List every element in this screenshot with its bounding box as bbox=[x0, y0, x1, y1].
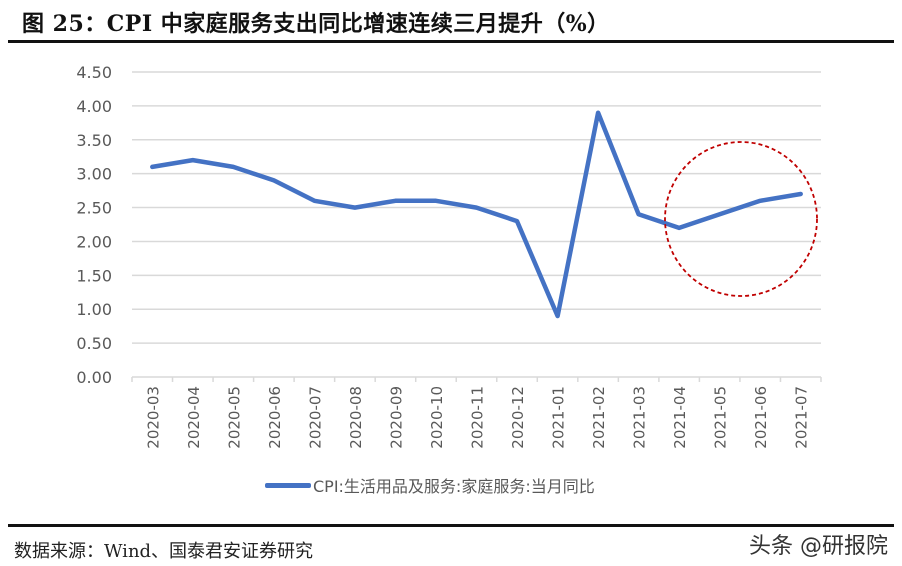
chart-title: 图 25：CPI 中家庭服务支出同比增速连续三月提升（%） bbox=[22, 11, 610, 37]
x-tick-label: 2021-07 bbox=[793, 386, 811, 449]
x-tick-label: 2020-11 bbox=[469, 386, 487, 449]
x-tick-label: 2021-04 bbox=[671, 386, 689, 449]
x-tick-label: 2021-02 bbox=[590, 386, 608, 449]
y-tick-label: 0.00 bbox=[76, 368, 112, 387]
data-source: 数据来源：Wind、国泰君安证券研究 bbox=[14, 541, 314, 562]
x-tick-label: 2020-07 bbox=[306, 386, 324, 449]
x-tick-label: 2020-05 bbox=[225, 386, 243, 449]
x-tick-label: 2020-03 bbox=[144, 386, 162, 449]
x-tick-label: 2021-03 bbox=[631, 386, 649, 449]
x-tick-label: 2021-01 bbox=[550, 386, 568, 449]
legend: CPI:生活用品及服务:家庭服务:当月同比 bbox=[265, 473, 595, 497]
y-tick-label: 2.50 bbox=[76, 199, 112, 218]
x-tick-label: 2021-06 bbox=[752, 386, 770, 449]
x-tick-label: 2020-09 bbox=[387, 386, 405, 449]
y-tick-label: 4.50 bbox=[76, 63, 112, 82]
y-tick-label: 3.00 bbox=[76, 165, 112, 184]
y-tick-label: 1.00 bbox=[76, 300, 112, 319]
footer-divider bbox=[8, 524, 894, 527]
watermark: 头条 @研报院 bbox=[749, 534, 888, 559]
y-tick-label: 1.50 bbox=[76, 266, 112, 285]
title-divider bbox=[8, 40, 894, 43]
y-tick-label: 3.50 bbox=[76, 131, 112, 150]
x-tick-label: 2020-12 bbox=[509, 386, 527, 449]
x-tick-label: 2020-10 bbox=[428, 386, 446, 449]
legend-line-swatch bbox=[265, 482, 311, 488]
x-tick-label: 2021-05 bbox=[712, 386, 730, 449]
x-tick-label: 2020-04 bbox=[185, 386, 203, 449]
line-chart: 0.00 0.50 1.00 1.50 2.00 2.50 3.00 3.50 4.00 4.50… bbox=[76, 63, 822, 449]
legend-label: CPI:生活用品及服务:家庭服务:当月同比 bbox=[313, 477, 595, 496]
y-tick-label: 0.50 bbox=[76, 334, 112, 353]
y-tick-label: 2.00 bbox=[76, 232, 112, 251]
x-tick-label: 2020-06 bbox=[266, 386, 284, 449]
series-line bbox=[150, 110, 803, 319]
x-tick-label: 2020-08 bbox=[347, 386, 365, 449]
y-tick-label: 4.00 bbox=[76, 97, 112, 116]
highlight-circle bbox=[664, 141, 818, 297]
